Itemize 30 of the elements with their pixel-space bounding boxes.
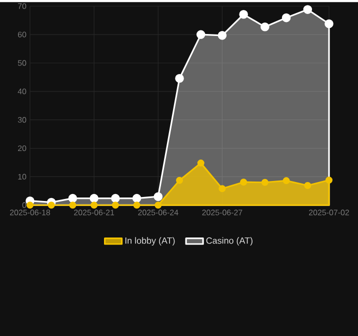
point [132,194,142,203]
point [261,178,268,186]
point [154,202,162,209]
point [304,182,312,189]
point [68,194,78,203]
point [154,192,163,201]
point [282,177,290,184]
point [282,13,291,22]
point [69,202,76,209]
point [240,178,248,186]
point [48,202,55,209]
legend-label: Casino (AT) [206,237,252,246]
point [303,5,312,14]
point [90,194,98,203]
point [239,10,248,19]
point [112,202,119,209]
point [196,30,206,39]
point [111,194,120,203]
point [218,185,226,192]
legend-label: In lobby (AT) [125,237,175,246]
point [133,202,140,209]
point [326,176,332,184]
point [324,19,334,28]
point [197,159,204,166]
point [218,30,227,40]
point [175,74,184,83]
point [26,202,34,209]
point [260,22,270,32]
point [90,202,98,209]
point [176,176,184,184]
